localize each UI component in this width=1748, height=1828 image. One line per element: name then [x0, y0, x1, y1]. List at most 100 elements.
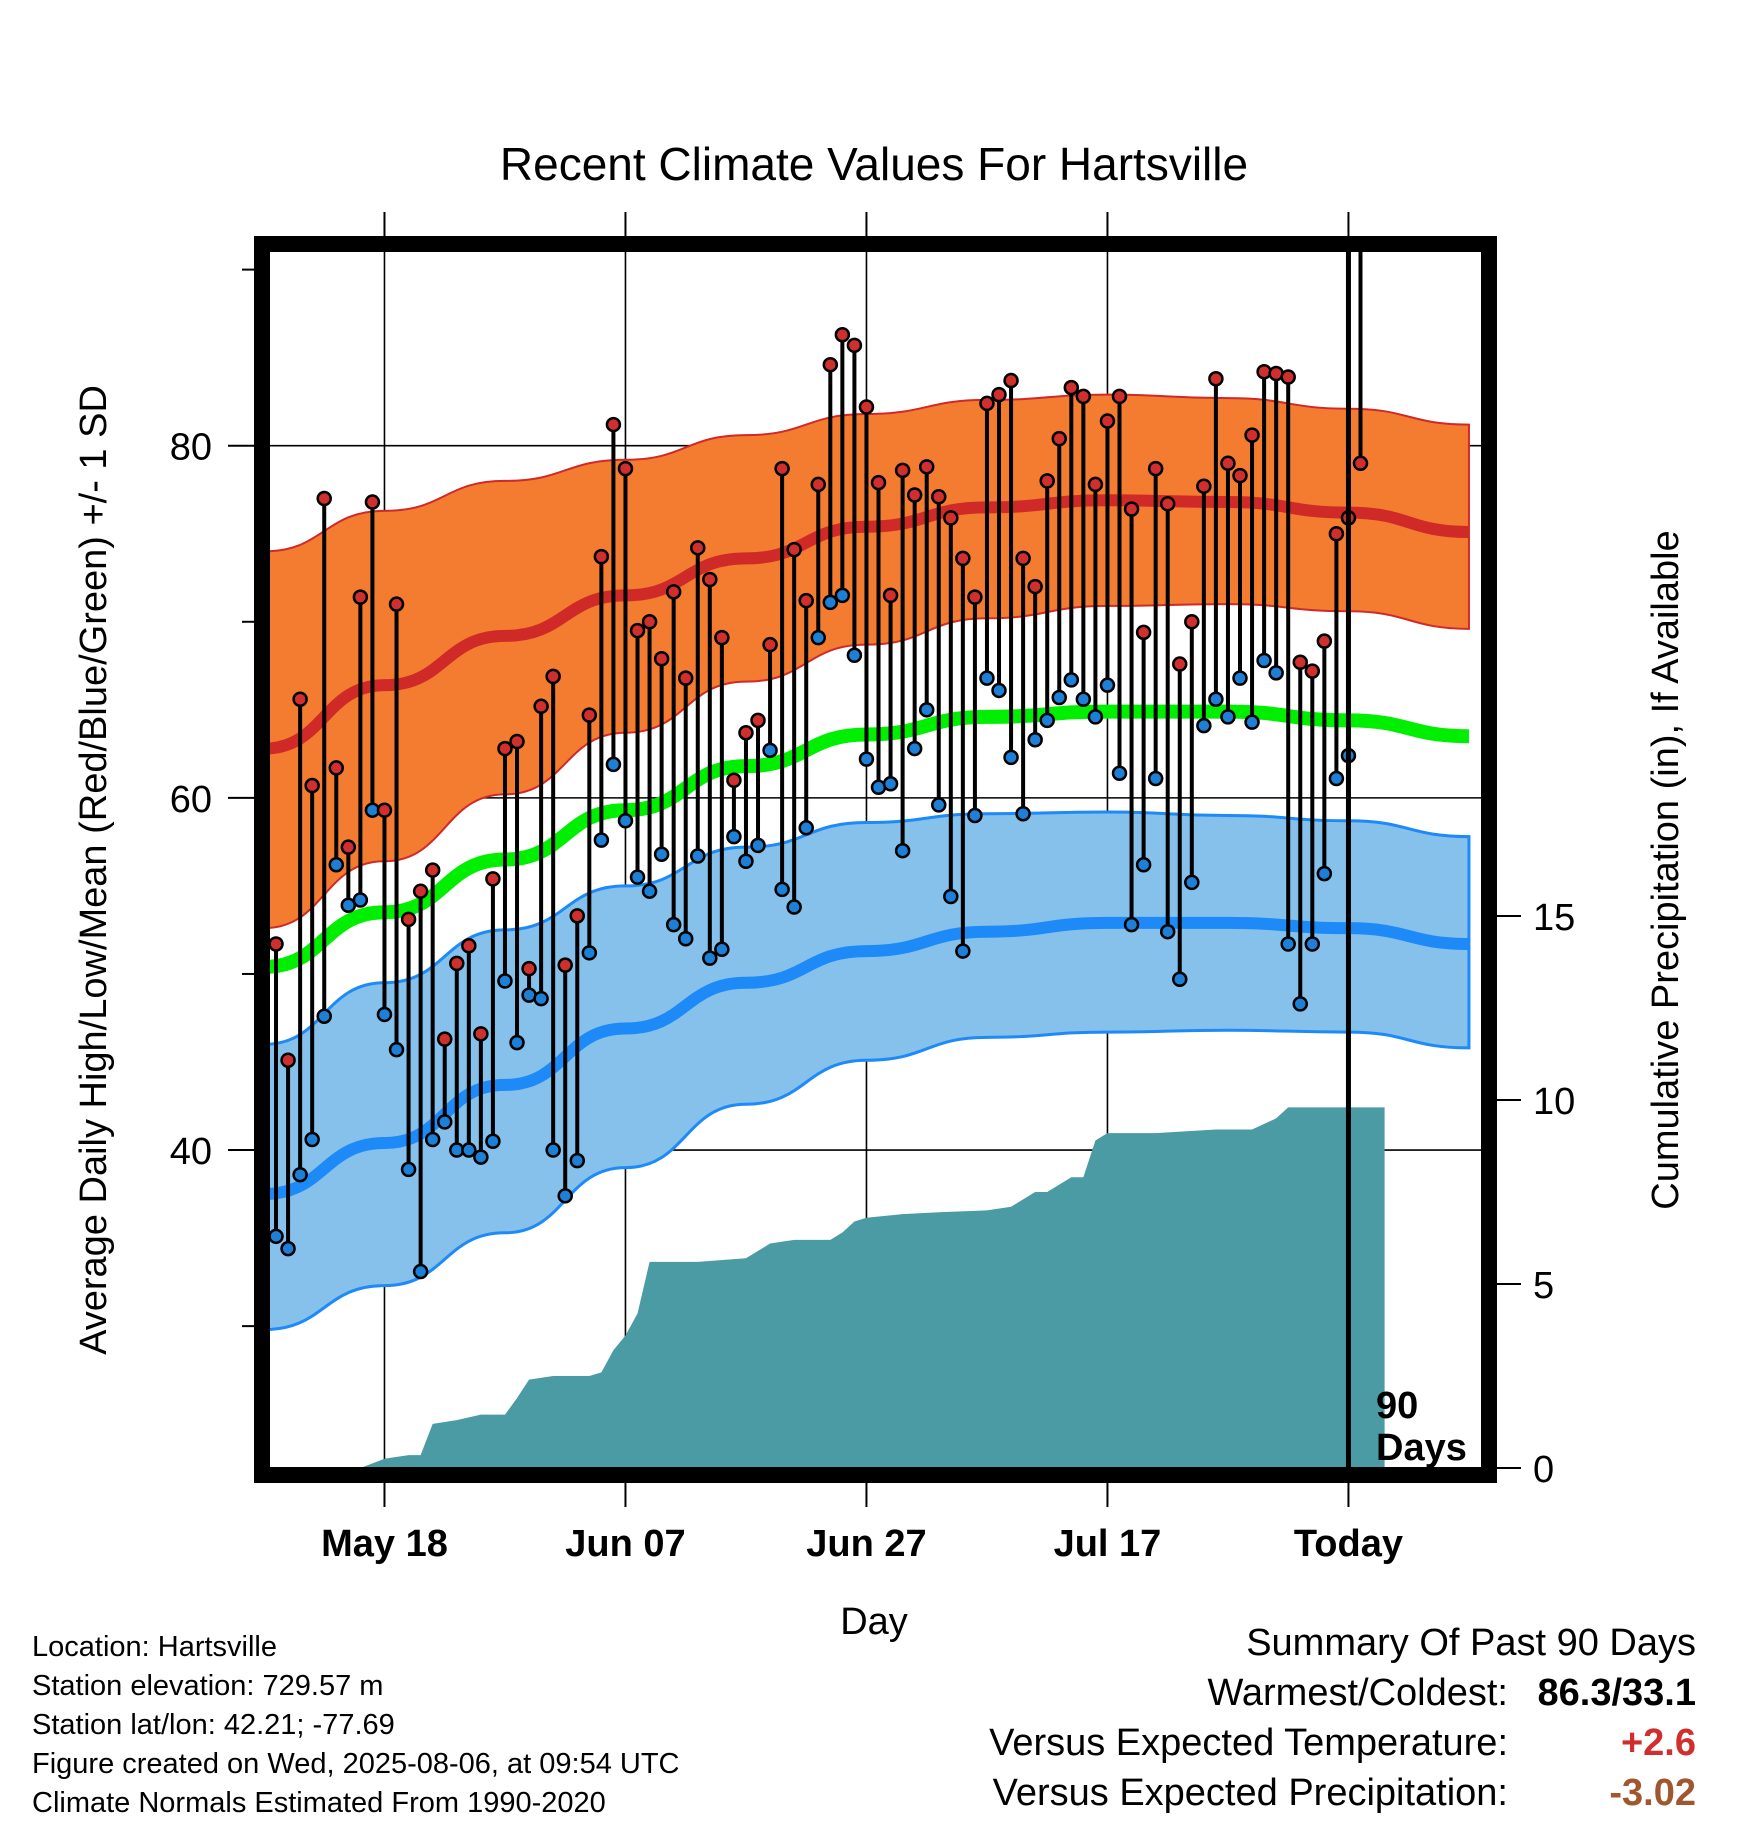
daily-high-point	[557, 957, 573, 973]
daily-low-point	[270, 1228, 284, 1245]
daily-low-point	[617, 813, 634, 829]
daily-high-point	[677, 670, 694, 686]
daily-low-point	[798, 820, 814, 836]
daily-low-point	[1280, 936, 1296, 952]
daily-low-point	[581, 945, 598, 961]
daily-high-point	[412, 883, 429, 899]
daily-high-point	[870, 474, 887, 491]
daily-low-point	[388, 1041, 405, 1058]
daily-low-point	[677, 930, 694, 947]
daily-low-point	[1075, 691, 1092, 708]
x-tick-label: May 18	[321, 1523, 448, 1565]
daily-low-point	[1354, 0, 1367, 7]
window-label-line2: Days	[1376, 1427, 1467, 1469]
temp-departure-value: +2.6	[1620, 1722, 1696, 1764]
daily-high-point	[509, 733, 525, 750]
warmest-coldest-value: 86.3/33.1	[1537, 1672, 1696, 1714]
daily-low-point	[304, 1131, 320, 1148]
summary-title: Summary Of Past 90 Days	[1246, 1622, 1696, 1664]
daily-high-point	[605, 416, 622, 433]
daily-low-point	[1232, 670, 1248, 686]
daily-low-point	[569, 1152, 586, 1169]
precip-area	[362, 1107, 1385, 1467]
daily-low-point	[629, 869, 646, 885]
daily-high-point	[798, 592, 814, 609]
daily-low-point	[593, 832, 610, 848]
daily-high-point	[1159, 496, 1176, 512]
daily-high-point	[641, 614, 658, 630]
daily-low-point	[1196, 717, 1212, 734]
daily-low-point	[931, 797, 947, 813]
daily-low-point	[641, 883, 658, 899]
daily-high-point	[750, 712, 766, 729]
daily-low-point	[750, 837, 766, 854]
daily-high-point	[461, 938, 477, 954]
station-info: Location: Hartsville Station elevation: …	[32, 1628, 680, 1823]
daily-high-point	[545, 668, 561, 685]
daily-low-point	[991, 682, 1007, 699]
elevation-text: Station elevation: 729.57 m	[32, 1670, 384, 1702]
daily-low-point	[485, 1133, 501, 1149]
daily-high-point	[738, 724, 754, 741]
daily-low-point	[1172, 971, 1188, 987]
daily-low-point	[605, 756, 622, 773]
daily-high-point	[497, 740, 513, 757]
daily-high-point	[533, 698, 549, 715]
daily-low-point	[280, 1240, 296, 1257]
daily-high-point	[1075, 388, 1092, 405]
daily-low-point	[714, 941, 730, 958]
summary-precip: Versus Expected Precipitation: -3.02	[989, 1768, 1696, 1818]
daily-high-point	[846, 337, 863, 354]
daily-high-point	[1232, 467, 1248, 484]
daily-low-point	[774, 881, 790, 898]
daily-low-point	[834, 587, 851, 604]
daily-low-point	[979, 670, 995, 686]
daily-low-point	[461, 1142, 477, 1158]
summary-temp: Versus Expected Temperature: +2.6	[989, 1718, 1696, 1768]
low-normal-line	[270, 916, 1469, 1200]
daily-low-point	[786, 899, 802, 915]
x-tick-label: Jun 27	[806, 1523, 926, 1565]
x-tick-label: Jul 17	[1054, 1523, 1162, 1565]
daily-low-point	[352, 892, 369, 908]
daily-low-point	[1147, 770, 1164, 787]
daily-high-point	[786, 541, 802, 558]
daily-low-point	[1244, 714, 1260, 730]
daily-high-point	[1220, 455, 1236, 472]
daily-high-point	[858, 399, 875, 415]
daily-high-point	[1280, 369, 1296, 385]
daily-low-point	[1039, 712, 1055, 729]
daily-high-point	[1244, 427, 1260, 443]
daily-high-point	[774, 460, 790, 477]
plot-frame	[254, 236, 1497, 1483]
daily-high-point	[436, 1031, 453, 1047]
precip-departure-label: Versus Expected Precipitation:	[992, 1772, 1508, 1814]
daily-low-point	[1135, 857, 1152, 873]
daily-low-point	[738, 853, 754, 870]
daily-low-point	[1111, 765, 1128, 781]
daily-high-point	[1135, 624, 1152, 641]
daily-high-point	[1352, 455, 1369, 472]
daily-low-point	[858, 751, 875, 767]
daily-high-point	[714, 629, 730, 646]
daily-high-point	[340, 839, 357, 855]
daily-low-point	[1208, 691, 1224, 708]
temp-departure-label: Versus Expected Temperature:	[989, 1722, 1508, 1764]
daily-low-point	[1292, 996, 1309, 1012]
daily-low-point	[436, 1114, 453, 1130]
daily-low-point	[316, 1008, 332, 1024]
daily-high-point	[617, 460, 634, 477]
daily-low-point	[810, 629, 827, 646]
daily-low-point	[1304, 936, 1321, 952]
daily-low-point	[762, 742, 778, 759]
daily-high-point	[569, 908, 586, 924]
summary-panel: Summary Of Past 90 Days Warmest/Coldest:…	[989, 1618, 1696, 1818]
daily-high-point	[1087, 476, 1104, 493]
daily-high-point	[979, 395, 995, 412]
daily-high-point	[1003, 372, 1019, 389]
daily-high-point	[485, 871, 501, 887]
summary-warmest-coldest: Warmest/Coldest: 86.3/33.1	[989, 1668, 1696, 1718]
daily-low-point	[1027, 732, 1043, 748]
daily-low-point	[882, 776, 899, 792]
